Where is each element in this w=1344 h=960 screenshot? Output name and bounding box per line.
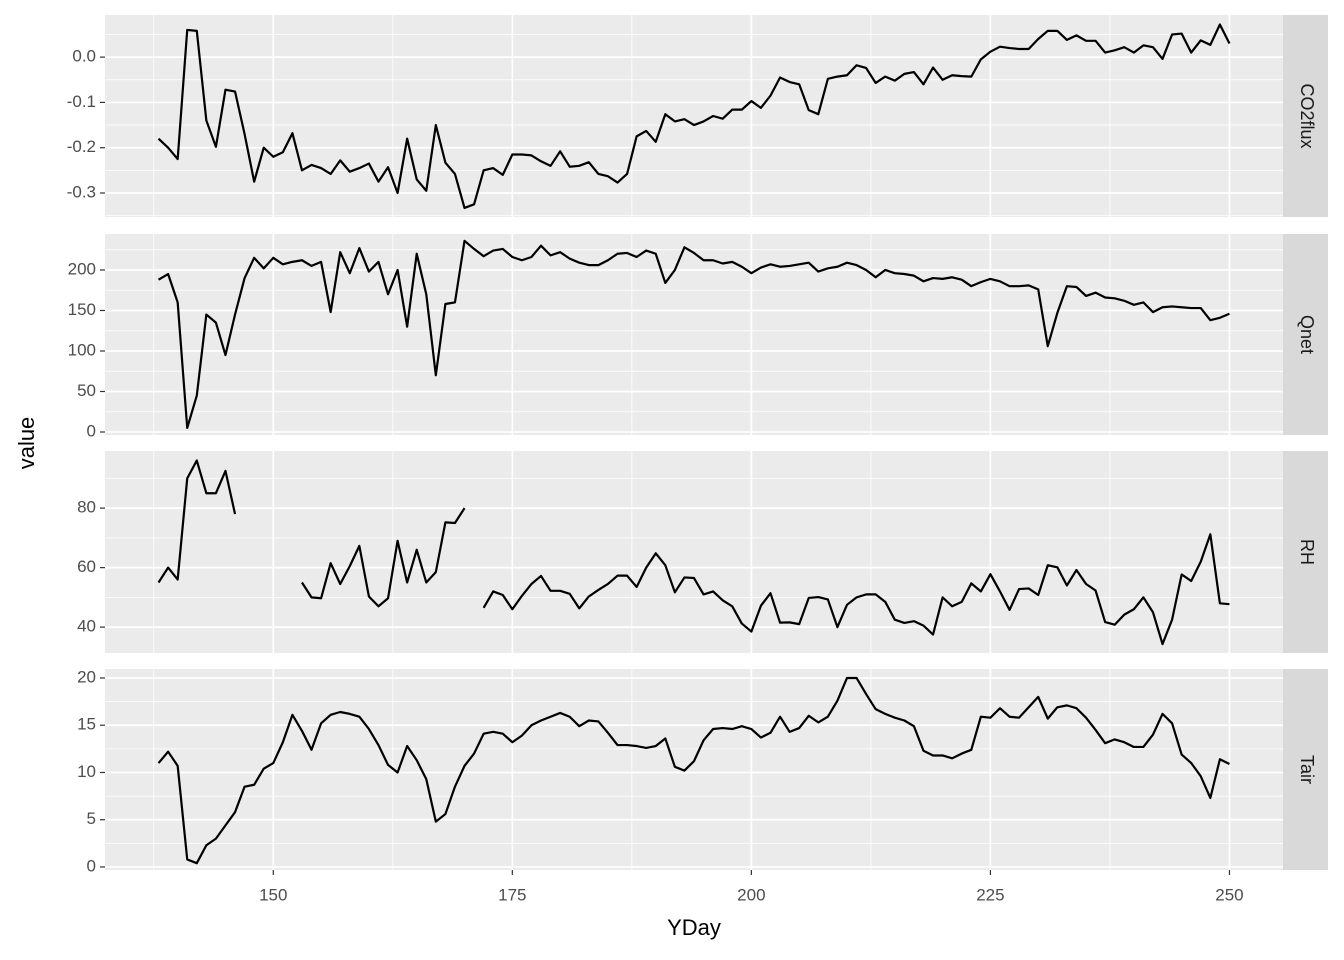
y-tick-label: 0.0 — [72, 47, 96, 66]
y-tick-label: -0.3 — [67, 182, 96, 201]
x-tick-label: 200 — [737, 885, 765, 904]
y-tick-label: 100 — [68, 340, 96, 359]
y-tick-label: -0.1 — [67, 92, 96, 111]
y-tick-label: 10 — [77, 762, 96, 781]
y-tick-label: 60 — [77, 557, 96, 576]
x-tick-label: 150 — [259, 885, 287, 904]
y-tick-label: -0.2 — [67, 137, 96, 156]
x-tick-label: 225 — [976, 885, 1004, 904]
panel-background — [105, 669, 1283, 870]
y-tick-label: 50 — [77, 381, 96, 400]
y-tick-label: 5 — [87, 809, 96, 828]
strip-label: Qnet — [1297, 315, 1317, 354]
data-line — [157, 23, 1231, 210]
y-tick-label: 80 — [77, 498, 96, 517]
strip-label: Tair — [1297, 755, 1317, 784]
x-tick-label: 250 — [1215, 885, 1243, 904]
strip-label: CO2flux — [1297, 83, 1317, 148]
data-line — [157, 239, 1230, 430]
panel-background — [105, 451, 1283, 653]
data-line — [157, 676, 1230, 865]
y-tick-label: 40 — [77, 617, 96, 636]
strip-background — [1283, 234, 1328, 435]
y-tick-label: 20 — [77, 667, 96, 686]
y-tick-label: 0 — [87, 421, 96, 440]
strip-label: RH — [1297, 539, 1317, 565]
strip-background — [1283, 15, 1328, 217]
y-tick-label: 0 — [87, 856, 96, 875]
y-tick-label: 200 — [68, 259, 96, 278]
panel-background — [105, 15, 1283, 217]
panel-background — [105, 234, 1283, 435]
x-tick-label: 175 — [498, 885, 526, 904]
data-line — [157, 459, 1230, 646]
strip-background — [1283, 669, 1328, 870]
y-axis-title: value — [14, 417, 39, 470]
y-tick-label: 150 — [68, 300, 96, 319]
y-tick-label: 15 — [77, 715, 96, 734]
strip-background — [1283, 451, 1328, 653]
x-axis-title: YDay — [667, 915, 721, 940]
